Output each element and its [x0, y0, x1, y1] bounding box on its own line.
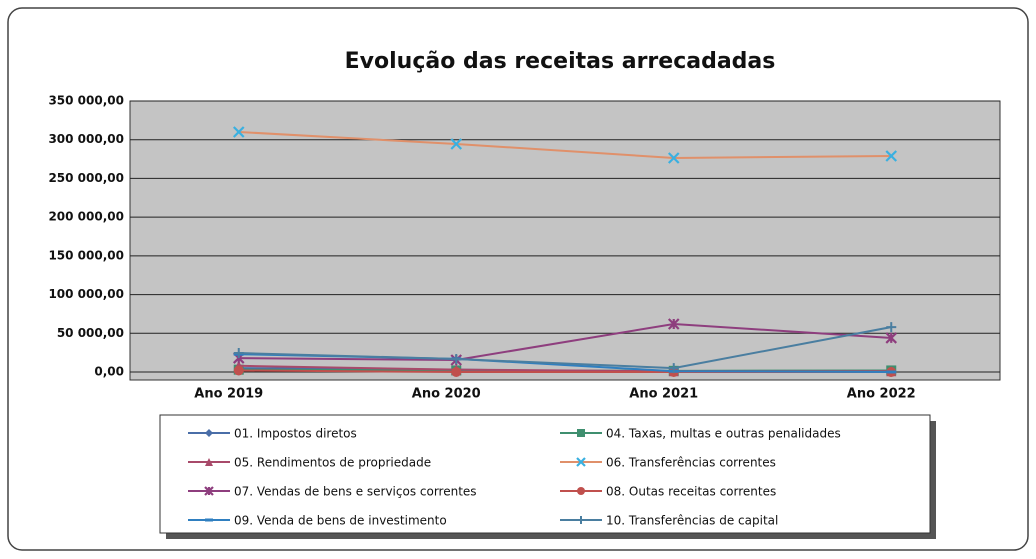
marker — [233, 348, 244, 359]
chart-title: Evolução das receitas arrecadadas — [345, 49, 776, 74]
legend-label: 08. Outas receitas correntes — [606, 485, 776, 499]
marker — [451, 367, 462, 377]
marker — [668, 363, 679, 374]
x-tick-label: Ano 2020 — [412, 387, 481, 402]
marker — [886, 322, 897, 333]
y-tick-label: 250 000,00 — [48, 171, 124, 185]
y-tick-label: 100 000,00 — [48, 287, 124, 301]
marker — [885, 150, 898, 162]
series-line — [238, 130, 892, 159]
legend-box — [159, 414, 931, 534]
x-tick-label: Ano 2019 — [194, 387, 263, 402]
legend-marker — [577, 516, 585, 524]
legend-marker — [576, 457, 586, 467]
legend-marker — [204, 486, 214, 496]
marker — [667, 152, 680, 164]
legend-label: 06. Transferências correntes — [606, 456, 776, 470]
marker — [451, 353, 462, 364]
marker — [232, 126, 245, 138]
marker — [450, 138, 463, 150]
legend-label: 05. Rendimentos de propriedade — [234, 456, 431, 470]
marker — [667, 318, 680, 330]
y-tick-label: 0,00 — [94, 365, 124, 379]
legend-label: 09. Venda de bens de investimento — [234, 514, 447, 528]
marker — [885, 332, 898, 344]
legend-marker — [205, 458, 213, 466]
y-tick-label: 300 000,00 — [48, 132, 124, 146]
plot-area — [129, 100, 1001, 381]
y-tick-label: 200 000,00 — [48, 210, 124, 224]
x-tick-label: Ano 2021 — [629, 387, 698, 402]
y-tick-label: 350 000,00 — [48, 94, 124, 108]
marker — [233, 365, 244, 376]
legend-label: 04. Taxas, multas e outras penalidades — [606, 427, 841, 441]
legend-label: 10. Transferências de capital — [606, 514, 778, 528]
legend-label: 01. Impostos diretos — [234, 427, 357, 441]
series-line — [238, 326, 892, 370]
legend-marker — [577, 429, 585, 437]
legend-marker — [205, 429, 213, 437]
x-tick-label: Ano 2022 — [847, 387, 916, 402]
legend-label: 07. Vendas de bens e serviços correntes — [234, 485, 477, 499]
legend-marker — [577, 487, 585, 495]
series-line — [238, 322, 892, 361]
y-tick-label: 50 000,00 — [57, 326, 124, 340]
y-tick-label: 150 000,00 — [48, 248, 124, 262]
